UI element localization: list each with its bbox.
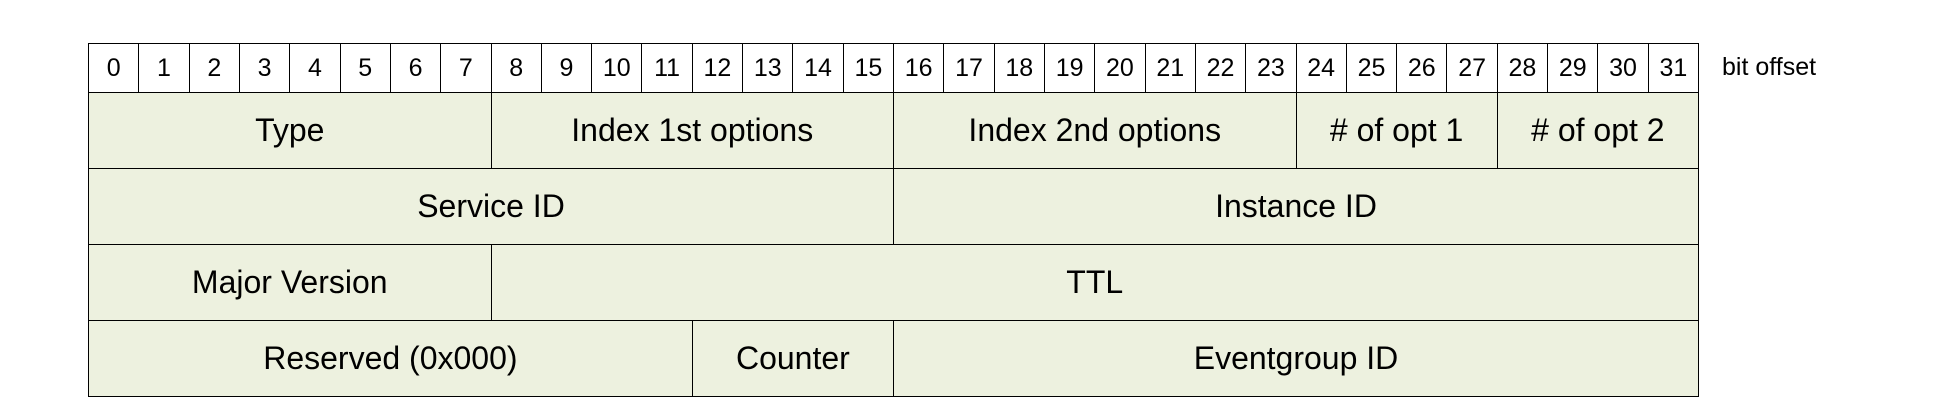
bit-offset-8: 8 xyxy=(490,43,542,93)
bit-offset-1: 1 xyxy=(138,43,190,93)
bit-offset-16: 16 xyxy=(893,43,945,93)
field-eventgroup-id: Eventgroup ID xyxy=(893,320,1699,397)
bit-offset-2: 2 xyxy=(188,43,240,93)
bit-offset-18: 18 xyxy=(993,43,1045,93)
bit-offset-25: 25 xyxy=(1345,43,1398,93)
bit-offset-31: 31 xyxy=(1647,43,1699,93)
bit-offset-28: 28 xyxy=(1496,43,1549,93)
field-of-opt-1: # of opt 1 xyxy=(1295,92,1498,169)
bit-offset-13: 13 xyxy=(742,43,794,93)
field-index-2nd-options: Index 2nd options xyxy=(893,92,1297,169)
bit-offset-9: 9 xyxy=(540,43,593,93)
field-ttl: TTL xyxy=(490,244,1699,321)
bit-offset-30: 30 xyxy=(1597,43,1649,93)
field-counter: Counter xyxy=(691,320,894,397)
bit-offset-11: 11 xyxy=(641,43,693,93)
field-service-id: Service ID xyxy=(88,168,894,245)
bit-offset-26: 26 xyxy=(1396,43,1448,93)
field-instance-id: Instance ID xyxy=(893,168,1699,245)
bit-offset-14: 14 xyxy=(792,43,844,93)
bit-offset-21: 21 xyxy=(1144,43,1196,93)
field-of-opt-2: # of opt 2 xyxy=(1496,92,1699,169)
bit-offset-20: 20 xyxy=(1094,43,1146,93)
bit-offset-23: 23 xyxy=(1245,43,1297,93)
bit-offset-12: 12 xyxy=(691,43,744,93)
bit-offset-7: 7 xyxy=(440,43,492,93)
bit-offset-17: 17 xyxy=(943,43,995,93)
bit-offset-0: 0 xyxy=(88,43,140,93)
bit-offset-19: 19 xyxy=(1043,43,1096,93)
bit-offset-27: 27 xyxy=(1446,43,1498,93)
bit-offset-22: 22 xyxy=(1194,43,1247,93)
bit-offset-3: 3 xyxy=(238,43,291,93)
field-type: Type xyxy=(88,92,492,169)
bit-offset-24: 24 xyxy=(1295,43,1347,93)
bit-offset-10: 10 xyxy=(591,43,643,93)
bit-offset-5: 5 xyxy=(339,43,391,93)
field-reserved-0x000: Reserved (0x000) xyxy=(88,320,693,397)
field-major-version: Major Version xyxy=(88,244,492,321)
bit-offset-4: 4 xyxy=(289,43,341,93)
bit-offset-15: 15 xyxy=(842,43,894,93)
bit-offset-label: bit offset xyxy=(1722,52,1817,81)
bit-offset-6: 6 xyxy=(389,43,442,93)
field-index-1st-options: Index 1st options xyxy=(490,92,894,169)
bit-offset-29: 29 xyxy=(1547,43,1599,93)
